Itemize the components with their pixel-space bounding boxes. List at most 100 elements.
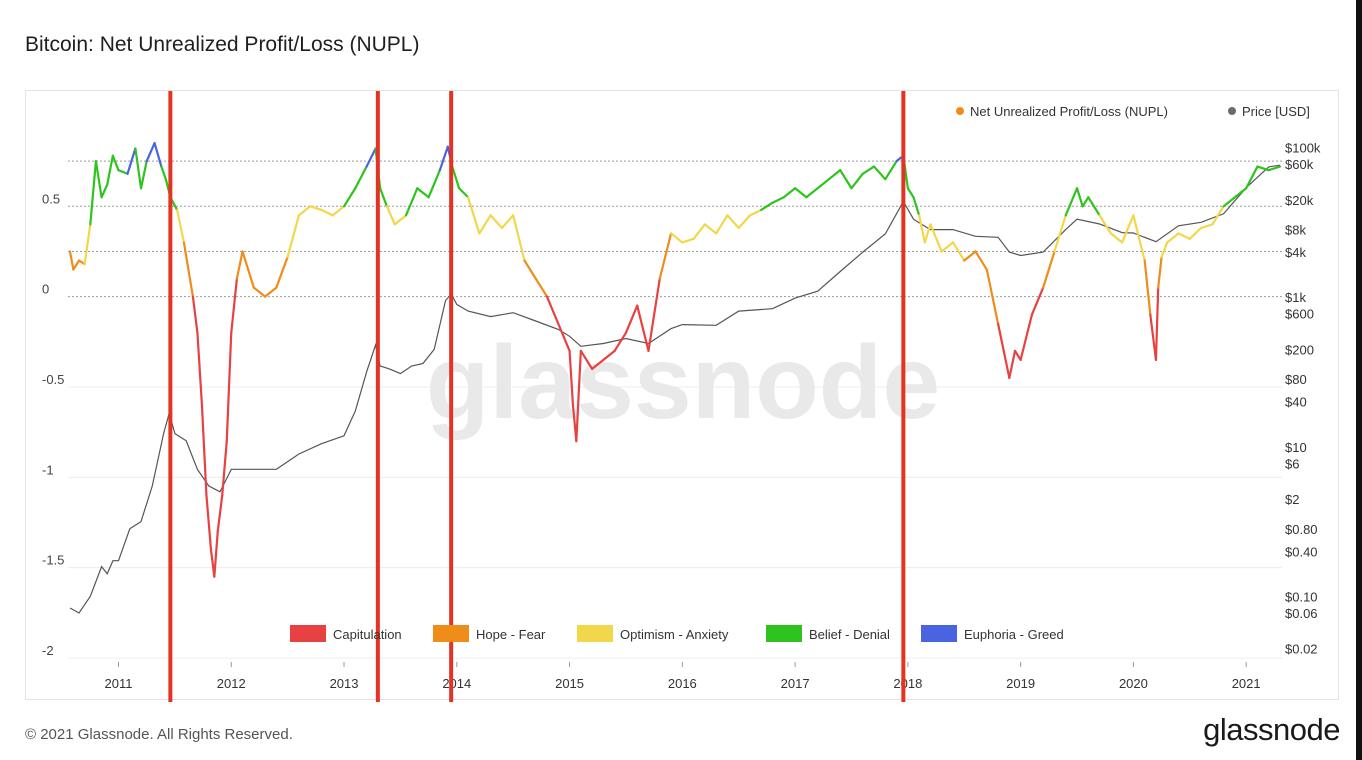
- y-right-tick-label: $200: [1285, 342, 1314, 357]
- nupl-segment: [793, 187, 808, 199]
- nupl-segment: [1075, 187, 1084, 208]
- nupl-segment: [286, 214, 301, 258]
- nupl-segment: [1267, 165, 1282, 172]
- y-right-tick-label: $20k: [1285, 193, 1314, 208]
- x-tick-label: 2016: [668, 676, 697, 691]
- nupl-segment: [160, 165, 167, 181]
- nupl-segment: [216, 494, 224, 533]
- nupl-segment: [100, 183, 109, 199]
- nupl-segment: [1121, 214, 1135, 244]
- y-left-tick-label: -1: [42, 462, 54, 477]
- nupl-segment: [1157, 255, 1163, 289]
- y-left-tick-label: -1.5: [42, 553, 64, 568]
- nupl-segment: [912, 196, 921, 217]
- nupl-segment: [416, 187, 430, 199]
- nupl-segment: [557, 322, 571, 352]
- nupl-segment: [906, 187, 915, 199]
- x-tick-label: 2017: [781, 676, 810, 691]
- nupl-segment: [1081, 196, 1090, 208]
- nupl-segment: [985, 268, 1000, 325]
- nupl-segment: [1160, 241, 1169, 258]
- series-legend: Net Unrealized Profit/Loss (NUPL) Price […: [956, 104, 1310, 119]
- zone-legend-label: Hope - Fear: [476, 627, 546, 642]
- y-right-tick-label: $60k: [1285, 157, 1314, 172]
- screen-edge: [1356, 0, 1362, 760]
- nupl-segment: [1211, 205, 1225, 226]
- nupl-segment: [139, 160, 148, 190]
- nupl-segment: [861, 165, 876, 175]
- y-right-tick-label: $6: [1285, 456, 1299, 471]
- y-right-tick-label: $600: [1285, 307, 1314, 322]
- nupl-segment: [385, 205, 396, 226]
- nupl-segment: [404, 187, 419, 217]
- nupl-segment: [923, 223, 932, 244]
- nupl-segment: [176, 208, 185, 244]
- nupl-segment: [575, 349, 582, 443]
- nupl-segment: [760, 201, 774, 212]
- nupl-segment: [1222, 196, 1236, 208]
- copyright-text: © 2021 Glassnode. All Rights Reserved.: [25, 726, 293, 743]
- nupl-segment: [230, 277, 238, 334]
- zone-legend-swatch: [921, 625, 957, 642]
- nupl-segment: [1154, 286, 1160, 361]
- nupl-segment: [117, 169, 129, 175]
- nupl-segment: [247, 268, 255, 289]
- nupl-segment: [963, 250, 977, 262]
- nupl-segment: [205, 494, 213, 551]
- y-right-tick-label: $0.02: [1285, 642, 1318, 657]
- nupl-segment: [438, 145, 449, 172]
- nupl-segment: [457, 187, 470, 199]
- zone-legend-label: Belief - Denial: [809, 627, 890, 642]
- nupl-segment: [153, 141, 163, 168]
- legend-dot: [1228, 107, 1236, 115]
- nupl-segment: [523, 259, 537, 280]
- nupl-segment: [872, 165, 887, 181]
- nupl-segment: [191, 295, 199, 334]
- nupl-segment: [1177, 232, 1191, 240]
- nupl-segment: [1233, 187, 1248, 199]
- nupl-segment: [263, 286, 278, 298]
- nupl-segment: [1188, 226, 1203, 240]
- zone-legend-label: Capitulation: [333, 627, 402, 642]
- y-right-tick-label: $2: [1285, 492, 1299, 507]
- nupl-segment: [111, 154, 120, 172]
- nupl-segment: [134, 147, 143, 190]
- zone-legend-swatch: [433, 625, 469, 642]
- nupl-segment: [974, 250, 988, 271]
- nupl-segment: [354, 165, 368, 190]
- x-tick-label: 2015: [555, 676, 584, 691]
- nupl-segment: [1098, 214, 1112, 235]
- nupl-segment: [703, 223, 718, 235]
- zone-legend-swatch: [577, 625, 613, 642]
- zone-legend-label: Euphoria - Greed: [964, 627, 1064, 642]
- right-axis-ticks: $100k$60k$20k$8k$4k$1k$600$200$80$40$10$…: [1285, 141, 1321, 657]
- nupl-segment: [1109, 232, 1124, 244]
- nupl-segment: [1245, 165, 1259, 190]
- nupl-segment: [602, 349, 616, 361]
- nupl-segment: [715, 214, 729, 235]
- y-right-tick-label: $0.10: [1285, 589, 1318, 604]
- nupl-segment: [884, 160, 898, 181]
- y-right-tick-label: $1k: [1285, 290, 1306, 305]
- cycle-markers: [168, 91, 906, 702]
- legend-label: Net Unrealized Profit/Loss (NUPL): [970, 104, 1168, 119]
- nupl-segment: [568, 349, 575, 407]
- nupl-segment: [996, 322, 1005, 352]
- nupl-segment: [940, 241, 955, 253]
- nupl-segment: [692, 223, 706, 240]
- page-title: Bitcoin: Net Unrealized Profit/Loss (NUP…: [25, 33, 420, 56]
- nupl-segment: [221, 440, 228, 497]
- nupl-segment: [1256, 165, 1270, 172]
- nupl-series: [68, 141, 1282, 578]
- nupl-segment: [126, 147, 137, 175]
- nupl-segment: [1019, 313, 1034, 361]
- x-tick-label: 2018: [893, 676, 922, 691]
- zone-legend: Capitulation Hope - Fear Optimism - Anxiet…: [290, 625, 1064, 642]
- x-tick-label: 2019: [1006, 676, 1035, 691]
- nupl-segment: [579, 349, 594, 371]
- nupl-segment: [1030, 286, 1045, 316]
- nupl-segment: [613, 331, 628, 352]
- nupl-segment: [331, 205, 346, 217]
- nupl-segment: [512, 214, 526, 262]
